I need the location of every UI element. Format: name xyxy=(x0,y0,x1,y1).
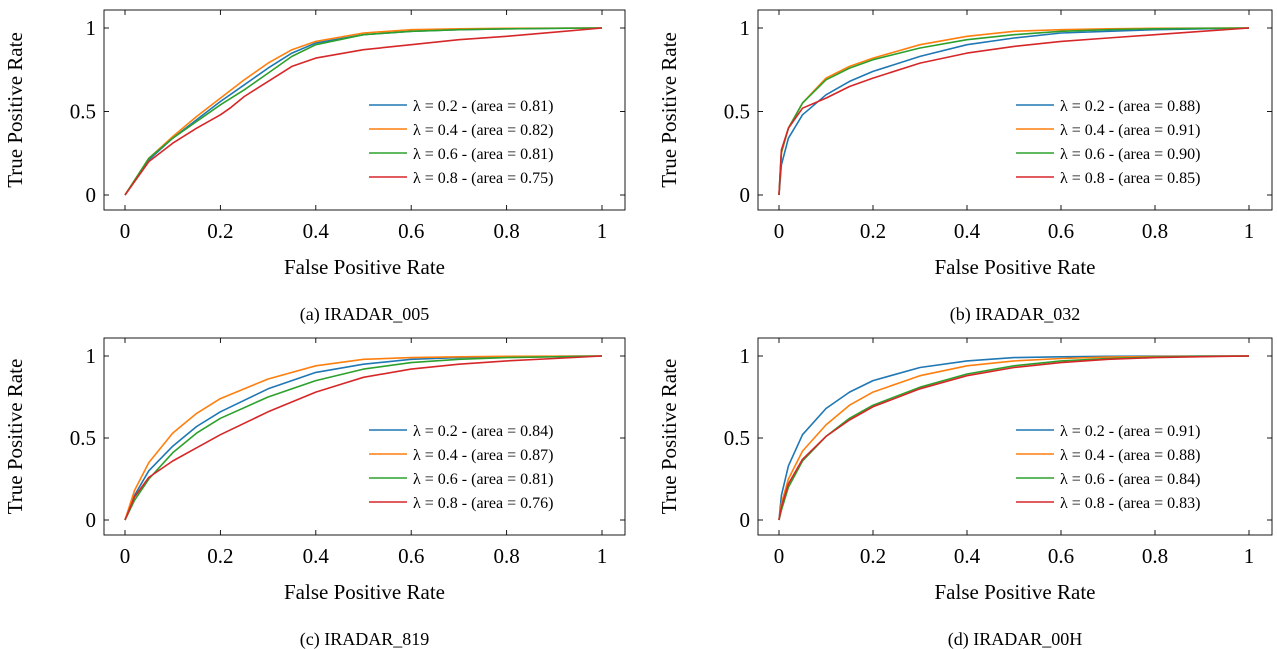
x-axis-label: False Positive Rate xyxy=(935,255,1096,279)
x-tick-label: 0.8 xyxy=(1142,544,1168,568)
x-tick-label: 0.8 xyxy=(493,544,519,568)
roc-curve-lambda-0-4 xyxy=(124,355,603,521)
y-tick-label: 0.5 xyxy=(724,100,750,124)
legend-entry: λ = 0.4 - (area = 0.87) xyxy=(413,447,553,464)
x-tick-label: 0.4 xyxy=(303,219,330,243)
x-tick-label: 0.6 xyxy=(1048,219,1074,243)
y-tick-label: 1 xyxy=(740,344,751,368)
x-axis-label: False Positive Rate xyxy=(284,580,445,604)
roc-curve-lambda-0-6 xyxy=(778,27,1250,196)
x-axis-label: False Positive Rate xyxy=(935,580,1096,604)
x-tick-label: 0 xyxy=(774,219,785,243)
legend-entry: λ = 0.2 - (area = 0.88) xyxy=(1060,98,1200,115)
x-tick-label: 0.4 xyxy=(303,544,330,568)
legend-entry: λ = 0.8 - (area = 0.75) xyxy=(413,170,553,187)
roc-curve-lambda-0-8 xyxy=(124,355,603,521)
roc-panel-b: 0 0.2 0.4 0.6 0.8 1 0 0.5 1 False Positive Rate Tr… xyxy=(657,9,1273,325)
x-tick-label: 0.6 xyxy=(398,544,424,568)
x-tick-label: 0 xyxy=(120,544,131,568)
roc-curve-lambda-0-2 xyxy=(778,27,1250,196)
legend-entry: λ = 0.4 - (area = 0.88) xyxy=(1060,447,1200,464)
y-tick-label: 0.5 xyxy=(70,100,96,124)
legend-entry: λ = 0.8 - (area = 0.85) xyxy=(1060,170,1200,187)
x-tick-label: 0.4 xyxy=(954,219,981,243)
y-axis-label: True Positive Rate xyxy=(3,359,27,515)
x-tick-label: 0 xyxy=(774,544,785,568)
y-axis-label: True Positive Rate xyxy=(657,359,681,515)
x-tick-label: 0.2 xyxy=(207,544,233,568)
roc-panel-a: 0 0.2 0.4 0.6 0.8 1 0 0.5 1 False Positive Rate Tr… xyxy=(3,9,626,325)
x-tick-label: 0.2 xyxy=(860,219,886,243)
x-tick-label: 1 xyxy=(1244,544,1255,568)
x-axis-label: False Positive Rate xyxy=(284,255,445,279)
roc-panel-c: 0 0.2 0.4 0.6 0.8 1 0 0.5 1 False Positive Rate Tr… xyxy=(3,337,626,649)
x-tick-label: 0.8 xyxy=(493,219,519,243)
panel-caption: (c) IRADAR_819 xyxy=(300,629,429,649)
legend-entry: λ = 0.2 - (area = 0.84) xyxy=(413,423,553,440)
legend-entry: λ = 0.2 - (area = 0.81) xyxy=(413,98,553,115)
panel-caption: (d) IRADAR_00H xyxy=(948,629,1083,649)
x-tick-label: 0.2 xyxy=(207,219,233,243)
x-tick-label: 1 xyxy=(597,219,608,243)
x-tick-label: 0 xyxy=(120,219,131,243)
panel-caption: (a) IRADAR_005 xyxy=(300,304,429,325)
legend-entry: λ = 0.6 - (area = 0.81) xyxy=(413,471,553,488)
legend-entry: λ = 0.6 - (area = 0.84) xyxy=(1060,471,1200,488)
legend-entry: λ = 0.4 - (area = 0.82) xyxy=(413,122,553,139)
roc-curve-lambda-0-8 xyxy=(124,27,603,196)
y-tick-label: 1 xyxy=(86,16,97,40)
roc-panel-d: 0 0.2 0.4 0.6 0.8 1 0 0.5 1 False Positive Rate Tr… xyxy=(657,337,1273,649)
roc-curve-lambda-0-8 xyxy=(778,355,1250,521)
legend-entry: λ = 0.8 - (area = 0.76) xyxy=(413,495,553,512)
x-tick-label: 0.4 xyxy=(954,544,981,568)
legend-entry: λ = 0.2 - (area = 0.91) xyxy=(1060,423,1200,440)
legend-entry: λ = 0.6 - (area = 0.90) xyxy=(1060,146,1200,163)
y-tick-label: 0 xyxy=(86,183,97,207)
x-tick-label: 0.6 xyxy=(1048,544,1074,568)
y-axis-label: True Positive Rate xyxy=(657,32,681,188)
y-tick-label: 0.5 xyxy=(724,426,750,450)
x-tick-label: 0.8 xyxy=(1142,219,1168,243)
axes-frame xyxy=(757,337,1273,536)
axes-frame xyxy=(103,9,626,211)
legend-entry: λ = 0.4 - (area = 0.91) xyxy=(1060,122,1200,139)
roc-curve-lambda-0-8 xyxy=(778,27,1250,196)
x-tick-label: 0.2 xyxy=(860,544,886,568)
panel-caption: (b) IRADAR_032 xyxy=(950,304,1081,325)
y-axis-label: True Positive Rate xyxy=(3,32,27,188)
y-tick-label: 0 xyxy=(740,183,751,207)
axes-frame xyxy=(757,9,1273,211)
axes-frame xyxy=(103,337,626,536)
y-tick-label: 1 xyxy=(86,344,97,368)
y-tick-label: 0 xyxy=(86,508,97,532)
y-tick-label: 1 xyxy=(740,16,751,40)
y-tick-label: 0 xyxy=(740,508,751,532)
x-tick-label: 1 xyxy=(1244,219,1255,243)
legend-entry: λ = 0.6 - (area = 0.81) xyxy=(413,146,553,163)
legend-entry: λ = 0.8 - (area = 0.83) xyxy=(1060,495,1200,512)
roc-curve-lambda-0-4 xyxy=(778,355,1250,521)
roc-curve-lambda-0-6 xyxy=(124,27,603,196)
x-tick-label: 1 xyxy=(597,544,608,568)
y-tick-label: 0.5 xyxy=(70,426,96,450)
x-tick-label: 0.6 xyxy=(398,219,424,243)
